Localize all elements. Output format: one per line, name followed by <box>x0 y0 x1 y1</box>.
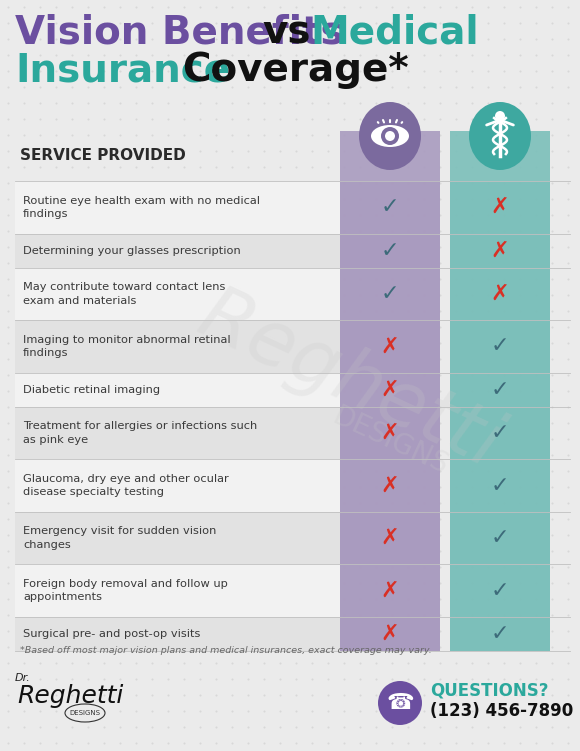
Bar <box>15 564 340 617</box>
Text: Vision Benefits: Vision Benefits <box>15 13 343 51</box>
Bar <box>450 512 550 564</box>
Bar <box>340 564 440 617</box>
Bar <box>340 131 440 651</box>
Text: QUESTIONS?: QUESTIONS? <box>430 682 549 700</box>
Text: Dr.: Dr. <box>15 673 31 683</box>
Text: ✗: ✗ <box>380 528 399 548</box>
Text: ✗: ✗ <box>380 624 399 644</box>
Text: ✗: ✗ <box>380 336 399 357</box>
Bar <box>340 267 440 320</box>
Text: Treatment for allergies or infections such
as pink eye: Treatment for allergies or infections su… <box>23 421 258 445</box>
Text: Reghetti: Reghetti <box>17 684 124 708</box>
Bar <box>450 407 550 460</box>
Text: Routine eye health exam with no medical
findings: Routine eye health exam with no medical … <box>23 196 260 219</box>
Circle shape <box>385 131 395 141</box>
Bar <box>450 181 550 234</box>
Text: ✓: ✓ <box>491 528 509 548</box>
Text: ☎: ☎ <box>386 693 414 713</box>
Text: Coverage*: Coverage* <box>182 51 409 89</box>
Bar <box>450 234 550 267</box>
Bar <box>340 181 440 234</box>
Bar <box>15 267 340 320</box>
Bar <box>340 460 440 512</box>
Text: ✗: ✗ <box>491 198 509 217</box>
Text: ✓: ✓ <box>491 475 509 496</box>
Text: Determining your glasses prescription: Determining your glasses prescription <box>23 246 241 255</box>
Bar <box>15 407 340 460</box>
Text: Imaging to monitor abnormal retinal
findings: Imaging to monitor abnormal retinal find… <box>23 335 231 358</box>
Text: Emergency visit for sudden vision
changes: Emergency visit for sudden vision change… <box>23 526 216 550</box>
Circle shape <box>495 111 505 121</box>
Bar <box>15 234 340 267</box>
Bar <box>15 460 340 512</box>
Text: DESIGNS: DESIGNS <box>328 402 452 480</box>
Text: Surgical pre- and post-op visits: Surgical pre- and post-op visits <box>23 629 200 639</box>
Bar <box>15 512 340 564</box>
Text: SERVICE PROVIDED: SERVICE PROVIDED <box>20 149 186 164</box>
Text: ✗: ✗ <box>380 581 399 601</box>
Bar <box>15 181 340 234</box>
Text: May contribute toward contact lens
exam and materials: May contribute toward contact lens exam … <box>23 282 226 306</box>
Bar <box>340 320 440 372</box>
Ellipse shape <box>371 125 409 147</box>
Text: ✓: ✓ <box>491 423 509 443</box>
Text: ✓: ✓ <box>491 624 509 644</box>
Bar <box>450 267 550 320</box>
Text: *Based off most major vision plans and medical insurances, exact coverage may va: *Based off most major vision plans and m… <box>20 646 432 655</box>
Text: ✗: ✗ <box>491 240 509 261</box>
Text: ✗: ✗ <box>380 423 399 443</box>
Text: Diabetic retinal imaging: Diabetic retinal imaging <box>23 385 160 395</box>
Text: Glaucoma, dry eye and other ocular
disease specialty testing: Glaucoma, dry eye and other ocular disea… <box>23 474 229 497</box>
Text: ✗: ✗ <box>380 380 399 400</box>
Text: Insurance: Insurance <box>15 51 230 89</box>
Bar <box>340 512 440 564</box>
Text: (123) 456-7890: (123) 456-7890 <box>430 702 573 720</box>
Bar <box>450 320 550 372</box>
Bar <box>450 617 550 651</box>
Text: ✓: ✓ <box>491 336 509 357</box>
Bar <box>450 131 550 651</box>
Bar <box>15 320 340 372</box>
Text: ✓: ✓ <box>491 581 509 601</box>
Text: ✓: ✓ <box>491 380 509 400</box>
Text: Foreign body removal and follow up
appointments: Foreign body removal and follow up appoi… <box>23 579 228 602</box>
Text: vs: vs <box>262 13 310 51</box>
Ellipse shape <box>469 102 531 170</box>
Text: Medical: Medical <box>310 13 478 51</box>
Bar <box>15 617 340 651</box>
Bar <box>450 460 550 512</box>
Bar <box>450 372 550 407</box>
Text: DESIGNS: DESIGNS <box>70 710 100 716</box>
Text: ✓: ✓ <box>380 284 399 304</box>
Bar <box>340 407 440 460</box>
Text: ✓: ✓ <box>380 198 399 217</box>
Ellipse shape <box>359 102 421 170</box>
Bar <box>15 372 340 407</box>
Text: Reghetti: Reghetti <box>187 279 513 483</box>
Bar <box>340 234 440 267</box>
Bar <box>340 372 440 407</box>
Circle shape <box>378 681 422 725</box>
Circle shape <box>381 127 399 145</box>
Text: ✗: ✗ <box>491 284 509 304</box>
Bar <box>450 564 550 617</box>
Text: ✗: ✗ <box>380 475 399 496</box>
Bar <box>340 617 440 651</box>
Text: ✓: ✓ <box>380 240 399 261</box>
